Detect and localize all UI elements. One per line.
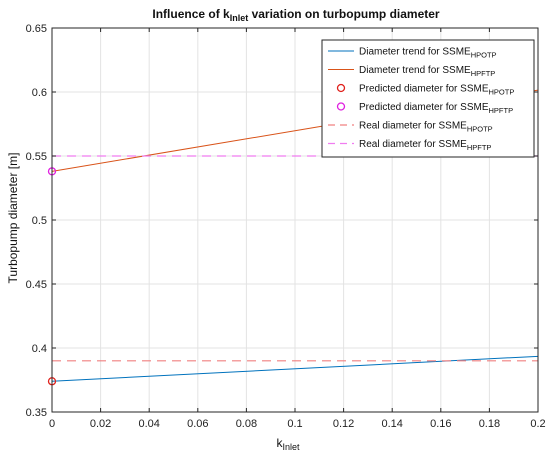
legend-label: Predicted diameter for SSMEHPOTP (359, 84, 514, 97)
y-tick-label: 0.45 (26, 279, 47, 291)
x-tick-label: 0.16 (430, 418, 451, 430)
x-tick-label: 0.1 (287, 418, 302, 430)
x-tick-label: 0.18 (479, 418, 500, 430)
x-tick-label: 0.02 (90, 418, 111, 430)
x-tick-label: 0.04 (138, 418, 159, 430)
chart-title-subscript: Inlet (230, 13, 249, 23)
legend-label: Real diameter for SSMEHPOTP (359, 121, 493, 134)
y-tick-label: 0.55 (26, 151, 47, 163)
legend-label: Diameter trend for SSMEHPOTP (359, 47, 497, 60)
legend-label: Predicted diameter for SSMEHPFTP (359, 102, 513, 115)
legend-label-text: Diameter trend for SSME (359, 47, 471, 58)
legend-label-text: Predicted diameter for SSME (359, 84, 489, 95)
ticks: 0 0.02 0.04 0.06 0.08 0.1 0.12 0.14 0.16 0.18 0.2 0… (26, 23, 546, 430)
y-tick-label: 0.65 (26, 23, 47, 35)
legend-item: Real diameter for SSMEHPOTP (328, 121, 493, 134)
chart-title: Influence of kInlet variation on turbopu… (152, 7, 440, 23)
y-tick-label: 0.35 (26, 407, 47, 419)
legend-box (321, 39, 535, 158)
legend-label-text: Diameter trend for SSME (359, 65, 471, 76)
legend-label-subscript: HPFTP (489, 106, 514, 115)
legend-item: Real diameter for SSMEHPFTP (328, 139, 491, 152)
legend-label-text: Predicted diameter for SSME (359, 102, 489, 113)
y-tick-label: 0.5 (32, 215, 47, 227)
x-axis-label-base: k (276, 436, 283, 450)
x-tick-label: 0.08 (236, 418, 257, 430)
legend-label-text: Real diameter for SSME (359, 121, 467, 132)
x-tick-label: 0.06 (187, 418, 208, 430)
legend-marker-swatch (336, 83, 346, 93)
chart-title-prefix: Influence of k (152, 7, 230, 21)
y-tick-label: 0.4 (32, 343, 47, 355)
legend-label-subscript: HPOTP (471, 51, 497, 60)
x-axis-label-subscript: Inlet (282, 442, 300, 452)
legend-label: Diameter trend for SSMEHPFTP (359, 65, 495, 78)
x-axis-label: kInlet (276, 436, 300, 452)
legend-label: Real diameter for SSMEHPFTP (359, 139, 491, 152)
x-tick-label: 0.2 (530, 418, 545, 430)
y-axis-label: Turbopump diameter [m] (6, 153, 20, 284)
x-tick-label: 0 (49, 418, 55, 430)
chart-title-suffix: variation on turbopump diameter (248, 7, 440, 21)
legend-item: Diameter trend for SSMEHPOTP (328, 47, 497, 60)
legend-label-subscript: HPOTP (489, 88, 515, 97)
y-tick-label: 0.6 (32, 87, 47, 99)
legend-item: Predicted diameter for SSMEHPFTP (336, 102, 513, 115)
x-tick-label: 0.14 (381, 418, 402, 430)
x-tick-label: 0.12 (333, 418, 354, 430)
legend-label-subscript: HPFTP (467, 143, 492, 152)
legend-label-subscript: HPFTP (471, 69, 496, 78)
legend-label-text: Real diameter for SSME (359, 139, 467, 150)
legend-item: Predicted diameter for SSMEHPOTP (336, 83, 514, 97)
legend-label-subscript: HPOTP (467, 125, 493, 134)
legend-marker-swatch (336, 102, 346, 111)
legend-item: Diameter trend for SSMEHPFTP (328, 65, 495, 78)
